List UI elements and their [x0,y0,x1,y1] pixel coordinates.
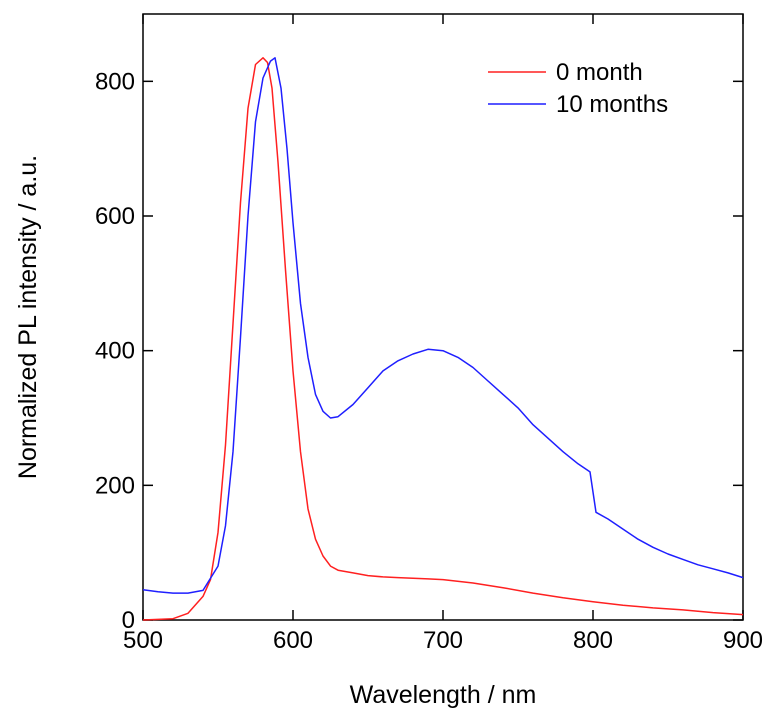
y-tick-label: 0 [122,607,135,634]
series-line-1 [142,57,744,594]
legend-label-0: 0 month [556,59,643,86]
x-axis-title: Wavelength / nm [350,681,537,709]
y-axis-title: Normalized PL intensity / a.u. [14,155,42,479]
x-tick-label: 800 [573,627,613,654]
y-tick-label: 200 [95,472,135,499]
y-tick-label: 400 [95,338,135,365]
y-tick-label: 600 [95,203,135,230]
axis-ticks: 500 600 700 800 900 0 200 400 600 800 [95,14,763,654]
x-tick-label: 900 [723,627,763,654]
x-tick-label: 500 [123,627,163,654]
series-line-0 [142,57,744,621]
series-layer [142,57,744,621]
y-tick-label: 800 [95,68,135,95]
x-tick-label: 700 [423,627,463,654]
legend: 0 month 10 months [488,59,668,118]
x-tick-label: 600 [273,627,313,654]
legend-label-1: 10 months [556,91,668,118]
